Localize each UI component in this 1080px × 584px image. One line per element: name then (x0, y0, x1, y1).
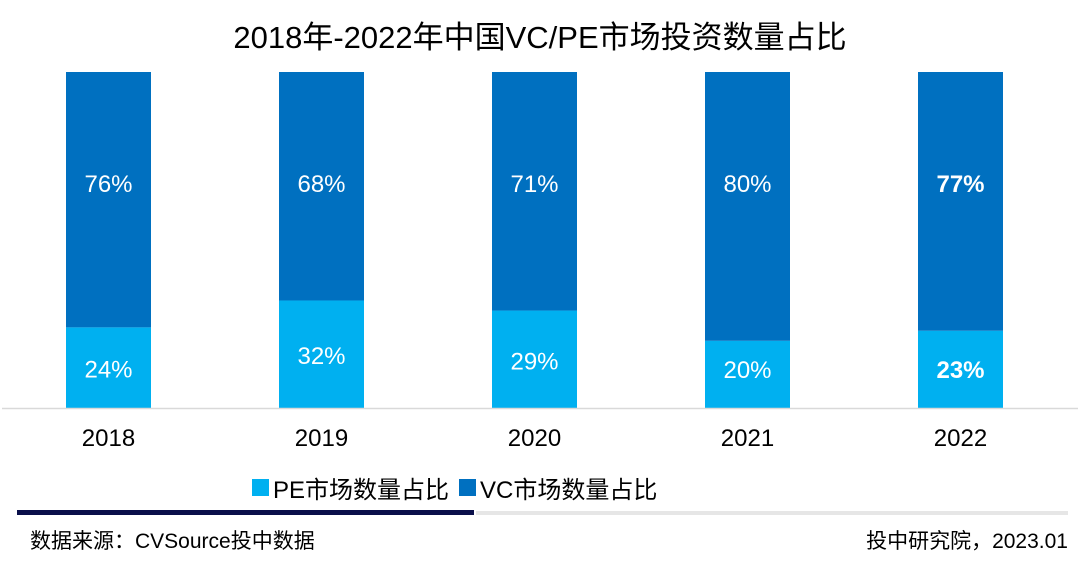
bar-vc-2020 (492, 72, 577, 311)
legend-label-pe: PE市场数量占比 (273, 477, 450, 504)
x-tick-label-2019: 2019 (295, 425, 348, 452)
bar-vc-2022 (918, 72, 1003, 331)
chart-title: 2018年-2022年中国VC/PE市场投资数量占比 (233, 20, 847, 55)
x-tick-label-2022: 2022 (934, 425, 987, 452)
bar-pe-2018 (66, 327, 151, 408)
data-label-pe-2021: 20% (723, 357, 771, 384)
x-tick-label-2018: 2018 (82, 425, 135, 452)
bar-pe-2019 (279, 300, 364, 408)
bar-vc-2021 (705, 72, 790, 341)
data-label-pe-2020: 29% (510, 348, 558, 375)
x-tick-label-2020: 2020 (508, 425, 561, 452)
data-label-vc-2020: 71% (510, 171, 558, 198)
data-label-vc-2021: 80% (723, 171, 771, 198)
data-label-vc-2019: 68% (297, 171, 345, 198)
data-label-pe-2019: 32% (297, 343, 345, 370)
legend-swatch-vc (459, 479, 477, 496)
data-label-pe-2022: 23% (936, 357, 984, 384)
stacked-bar-chart: 24% 76% 2018 32% 68% 2019 29% 71% 2020 20% 80% 2021… (2, 72, 1078, 452)
data-label-vc-2018: 76% (84, 171, 132, 198)
legend-item-pe: PE市场数量占比 (252, 470, 449, 505)
footer-divider-light (476, 511, 1068, 515)
legend: PE市场数量占比 VC市场数量占比 (252, 470, 663, 505)
bar-vc-2018 (66, 72, 151, 328)
bar-pe-2022 (918, 330, 1003, 408)
bar-vc-2019 (279, 72, 364, 301)
legend-swatch-pe (252, 479, 269, 496)
bar-pe-2021 (705, 340, 790, 408)
credit-note: 投中研究院，2023.01 (866, 530, 1068, 553)
source-note: 数据来源：CVSource投中数据 (30, 530, 315, 553)
legend-item-vc: VC市场数量占比 (459, 470, 657, 505)
x-tick-label-2021: 2021 (721, 425, 774, 452)
footer-divider-dark (17, 510, 474, 515)
bar-pe-2020 (492, 310, 577, 408)
data-label-vc-2022: 77% (936, 171, 984, 198)
legend-label-vc: VC市场数量占比 (480, 477, 658, 504)
data-label-pe-2018: 24% (84, 357, 132, 384)
